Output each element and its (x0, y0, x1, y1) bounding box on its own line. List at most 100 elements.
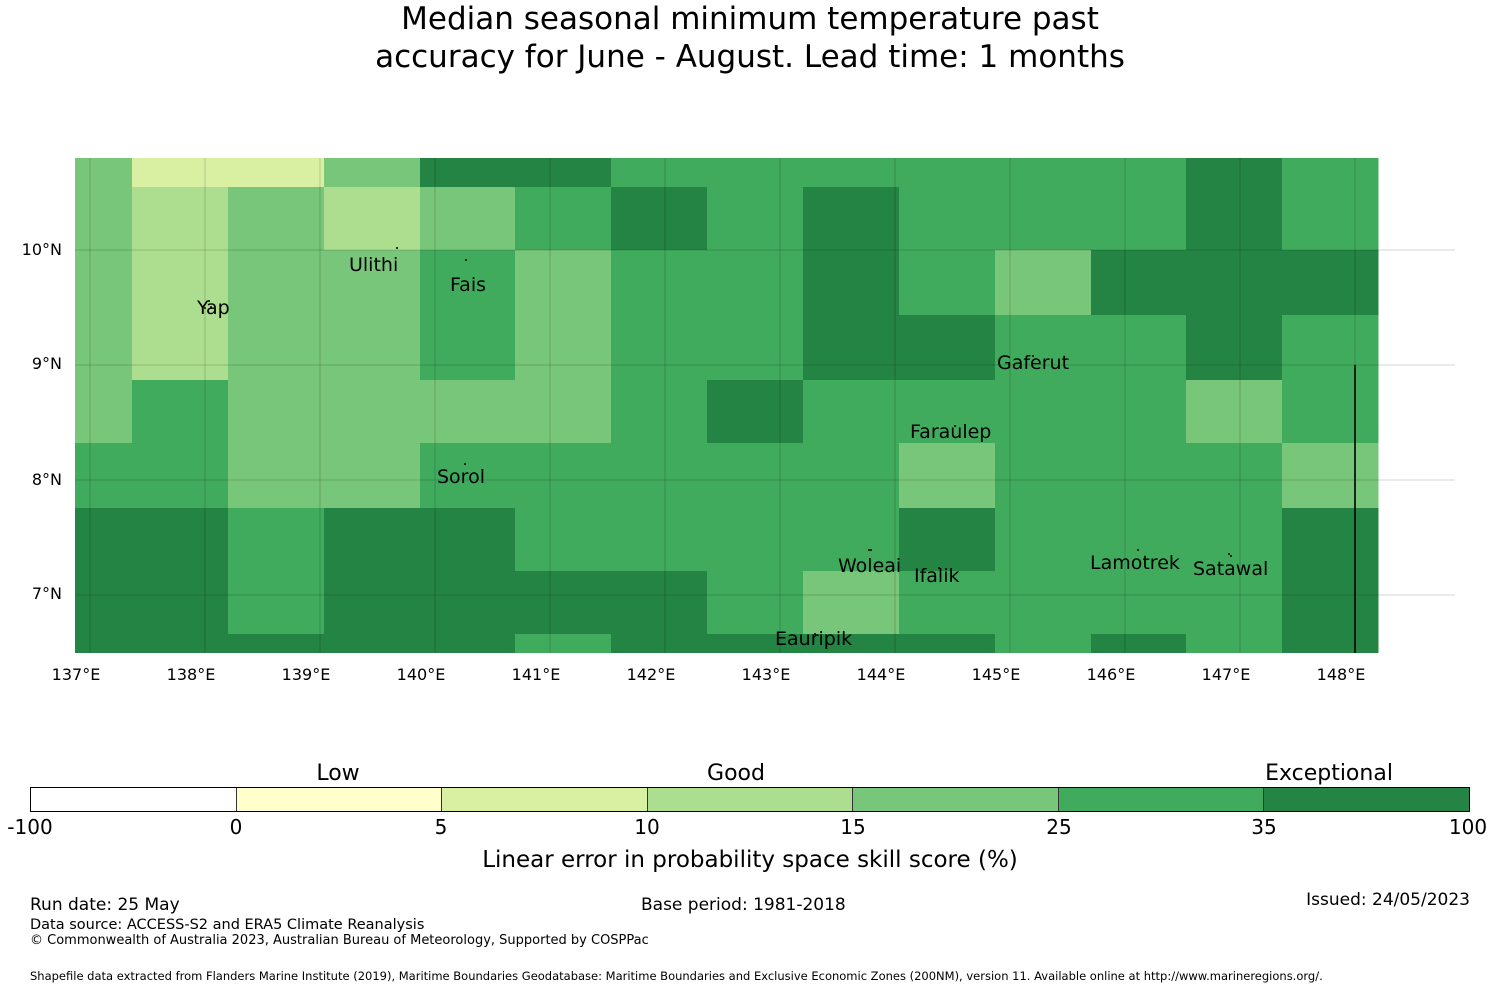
skill-cell (75, 571, 133, 635)
skill-cell (1282, 187, 1379, 251)
colorbar-tick: -100 (7, 815, 53, 839)
place-label-ifalik: Ifalik (914, 565, 960, 587)
skill-cell (420, 443, 516, 509)
colorbar (30, 787, 1470, 812)
lon-tick-147e: 147°E (1201, 665, 1251, 684)
island-mark (1230, 555, 1232, 557)
skill-map (75, 158, 1455, 653)
colorbar-segment (1264, 788, 1470, 811)
skill-cell (420, 571, 516, 635)
skill-cell (611, 443, 708, 509)
place-label-yap: Yap (197, 297, 230, 319)
skill-cell (707, 158, 804, 188)
skill-cell (515, 634, 612, 653)
skill-cell (1282, 571, 1379, 635)
skill-cell (611, 315, 708, 381)
island-mark (464, 463, 466, 465)
skill-cell (1186, 571, 1283, 635)
island-mark (210, 306, 212, 308)
skill-cell (420, 250, 516, 316)
skill-cell (611, 508, 708, 572)
skill-cell (1282, 634, 1379, 653)
skill-cell (899, 250, 996, 316)
skill-cell (1282, 250, 1379, 316)
skill-cell (75, 508, 133, 572)
issued-date: Issued: 24/05/2023 (1306, 890, 1470, 910)
colorbar-tick: 0 (229, 815, 243, 839)
skill-cell (1091, 571, 1187, 635)
skill-cell (132, 634, 229, 653)
skill-cell (228, 187, 325, 251)
lat-tick-10n: 10°N (21, 240, 62, 259)
island-mark (954, 425, 956, 427)
skill-cell (1282, 315, 1379, 381)
lon-tick-137e: 137°E (51, 665, 101, 684)
skill-map-canvas (75, 158, 1455, 653)
skill-cell (707, 187, 804, 251)
skill-cell (515, 443, 612, 509)
copyright: © Commonwealth of Australia 2023, Austra… (30, 933, 649, 948)
skill-cell (132, 443, 229, 509)
colorbar-segment (31, 788, 237, 811)
skill-cell (1091, 508, 1187, 572)
legend-category-good: Good (707, 761, 765, 786)
skill-cell (1091, 380, 1187, 444)
skill-cell (707, 250, 804, 316)
skill-cell (995, 315, 1092, 381)
skill-cell (420, 508, 516, 572)
skill-cell (1186, 158, 1283, 188)
island-mark (814, 633, 816, 635)
title-line-1: Median seasonal minimum temperature past (401, 1, 1099, 37)
skill-cell (132, 187, 229, 251)
legend-category-low: Low (316, 761, 360, 786)
colorbar-segment (853, 788, 1059, 811)
skill-cell (1282, 380, 1379, 444)
skill-cell (707, 571, 804, 635)
skill-cell (899, 315, 996, 381)
place-label-faraulep: Faraulep (910, 421, 992, 443)
island-mark (465, 259, 467, 261)
skill-cell (995, 571, 1092, 635)
lon-tick-139e: 139°E (281, 665, 331, 684)
skill-cell (803, 571, 900, 635)
place-label-satawal: Satawal (1193, 558, 1269, 580)
island-mark (1032, 355, 1034, 357)
skill-cell (803, 187, 900, 251)
colorbar-tick: 5 (434, 815, 448, 839)
skill-cell (707, 443, 804, 509)
skill-cell (995, 508, 1092, 572)
place-label-eauripik: Eauripik (775, 628, 853, 650)
skill-cell (75, 443, 133, 509)
run-date: Run date: 25 May (30, 895, 180, 915)
colorbar-tick: 10 (634, 815, 660, 839)
skill-cell (324, 571, 421, 635)
skill-cell (803, 315, 900, 381)
island-mark (938, 567, 940, 569)
skill-cell (707, 380, 804, 444)
place-label-gaferut: Gaferut (997, 352, 1070, 374)
lon-tick-142e: 142°E (626, 665, 676, 684)
colorbar-segment (1058, 788, 1265, 811)
skill-cell (228, 315, 325, 381)
skill-cell (1091, 315, 1187, 381)
skill-cell (132, 315, 229, 381)
colorbar-tick: 25 (1046, 815, 1072, 839)
skill-cell (899, 380, 996, 444)
skill-cell (707, 634, 804, 653)
skill-cell (515, 158, 612, 188)
skill-cell (324, 187, 421, 251)
skill-cell (515, 508, 612, 572)
skill-cell (1186, 380, 1283, 444)
skill-cell (803, 250, 900, 316)
skill-cell (611, 187, 708, 251)
island-mark (208, 300, 210, 302)
skill-cell (228, 250, 325, 316)
skill-cell (1091, 187, 1187, 251)
skill-cell (515, 380, 612, 444)
lon-tick-148e: 148°E (1316, 665, 1366, 684)
skill-cell (995, 380, 1092, 444)
skill-cell (1186, 508, 1283, 572)
skill-cell (899, 508, 996, 572)
skill-cell (228, 158, 325, 188)
lon-tick-141e: 141°E (511, 665, 561, 684)
